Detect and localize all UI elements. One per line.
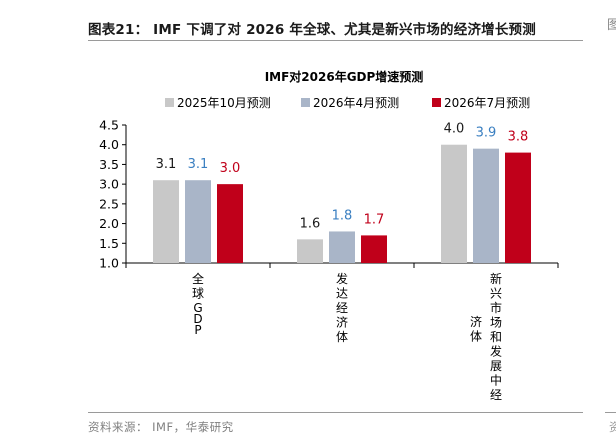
bar [297, 239, 323, 263]
category-label-char: 经 [490, 388, 502, 402]
bar [329, 231, 355, 263]
legend-label: 2025年10月预测 [177, 96, 271, 110]
category-label: 新兴市场和发展中经 [490, 271, 502, 402]
y-tick-label: 3.5 [99, 157, 119, 172]
category-label-char: 兴 [490, 287, 502, 301]
category-label-char: D [193, 312, 202, 326]
y-axis: 1.0 1.5 2.0 2.5 3.0 3.5 4.0 4.5 [99, 118, 127, 271]
bar-value-label: 3.8 [508, 130, 529, 145]
bar [473, 148, 499, 263]
bar-value-label: 1.6 [300, 216, 321, 231]
footer-divider [88, 412, 583, 413]
category-label-char: 达 [336, 287, 348, 301]
category-label-char: 和 [490, 330, 502, 344]
adjacent-footer-divider [605, 412, 616, 413]
y-tick-label: 4.0 [99, 137, 119, 152]
category-label-char: 济 [336, 315, 348, 330]
category-label-char: 市 [490, 300, 502, 315]
y-tick-label: 4.5 [99, 118, 119, 133]
bar [153, 180, 179, 263]
x-axis [125, 262, 559, 268]
category-label-char: 体 [336, 330, 348, 344]
category-label-char: 发 [336, 271, 348, 286]
category-label-char: 新 [490, 271, 502, 286]
bar-value-label: 1.8 [332, 208, 353, 223]
category-label-char: 经 [336, 301, 348, 315]
bar [441, 144, 467, 263]
chart-legend: 2025年10月预测 2026年4月预测 2026年7月预测 [165, 96, 530, 110]
bar-value-label: 3.1 [188, 157, 209, 172]
category-label-char: 发 [490, 344, 502, 359]
adjacent-page-title-fragment: 图 [607, 18, 616, 33]
bar [361, 235, 387, 263]
category-label-char: 球 [192, 287, 204, 301]
bar [185, 180, 211, 263]
legend-swatch [165, 98, 174, 107]
bar-value-label: 4.0 [444, 122, 465, 137]
title-divider [88, 40, 583, 41]
y-tick-label: 3.0 [99, 177, 119, 192]
chart-title: IMF对2026年GDP增速预测 [265, 69, 424, 84]
category-label: 发达经济体 [336, 271, 348, 344]
bar-value-label: 3.1 [156, 157, 177, 172]
category-label-char: 中 [490, 373, 502, 388]
bar [505, 152, 531, 263]
category-label-char: 体 [470, 330, 482, 344]
category-label-char: 展 [490, 359, 502, 373]
category-label: 济体 [470, 314, 482, 344]
bar-value-label: 3.0 [220, 161, 241, 176]
category-label-char: 全 [192, 271, 204, 286]
category-label-char: 场 [490, 316, 502, 330]
adjacent-source-fragment: 资 [609, 420, 616, 434]
legend-label: 2026年4月预测 [313, 96, 399, 110]
category-label-char: P [194, 323, 201, 337]
page-title: 图表21： IMF 下调了对 2026 年全球、尤其是新兴市场的经济增长预测 [88, 22, 536, 38]
category-label-char: 济 [470, 314, 482, 329]
y-tick-label: 2.5 [99, 196, 119, 211]
legend-swatch [301, 98, 310, 107]
bar-value-label: 1.7 [364, 212, 385, 227]
legend-label: 2026年7月预测 [444, 96, 530, 110]
bar [217, 184, 243, 263]
category-label-char: G [193, 301, 202, 315]
bar-series-group [153, 144, 531, 263]
y-tick-label: 1.5 [99, 236, 119, 251]
y-tick-label: 1.0 [99, 256, 119, 271]
legend-swatch [432, 98, 441, 107]
y-tick-label: 2.0 [99, 216, 119, 231]
source-note: 资料来源： IMF，华泰研究 [88, 420, 234, 434]
value-label-group: 3.1 3.1 3.0 1.6 1.8 1.7 4.0 3.9 3.8 [156, 122, 529, 232]
category-label: 全球 G D P [192, 271, 204, 337]
bar-value-label: 3.9 [476, 126, 497, 141]
